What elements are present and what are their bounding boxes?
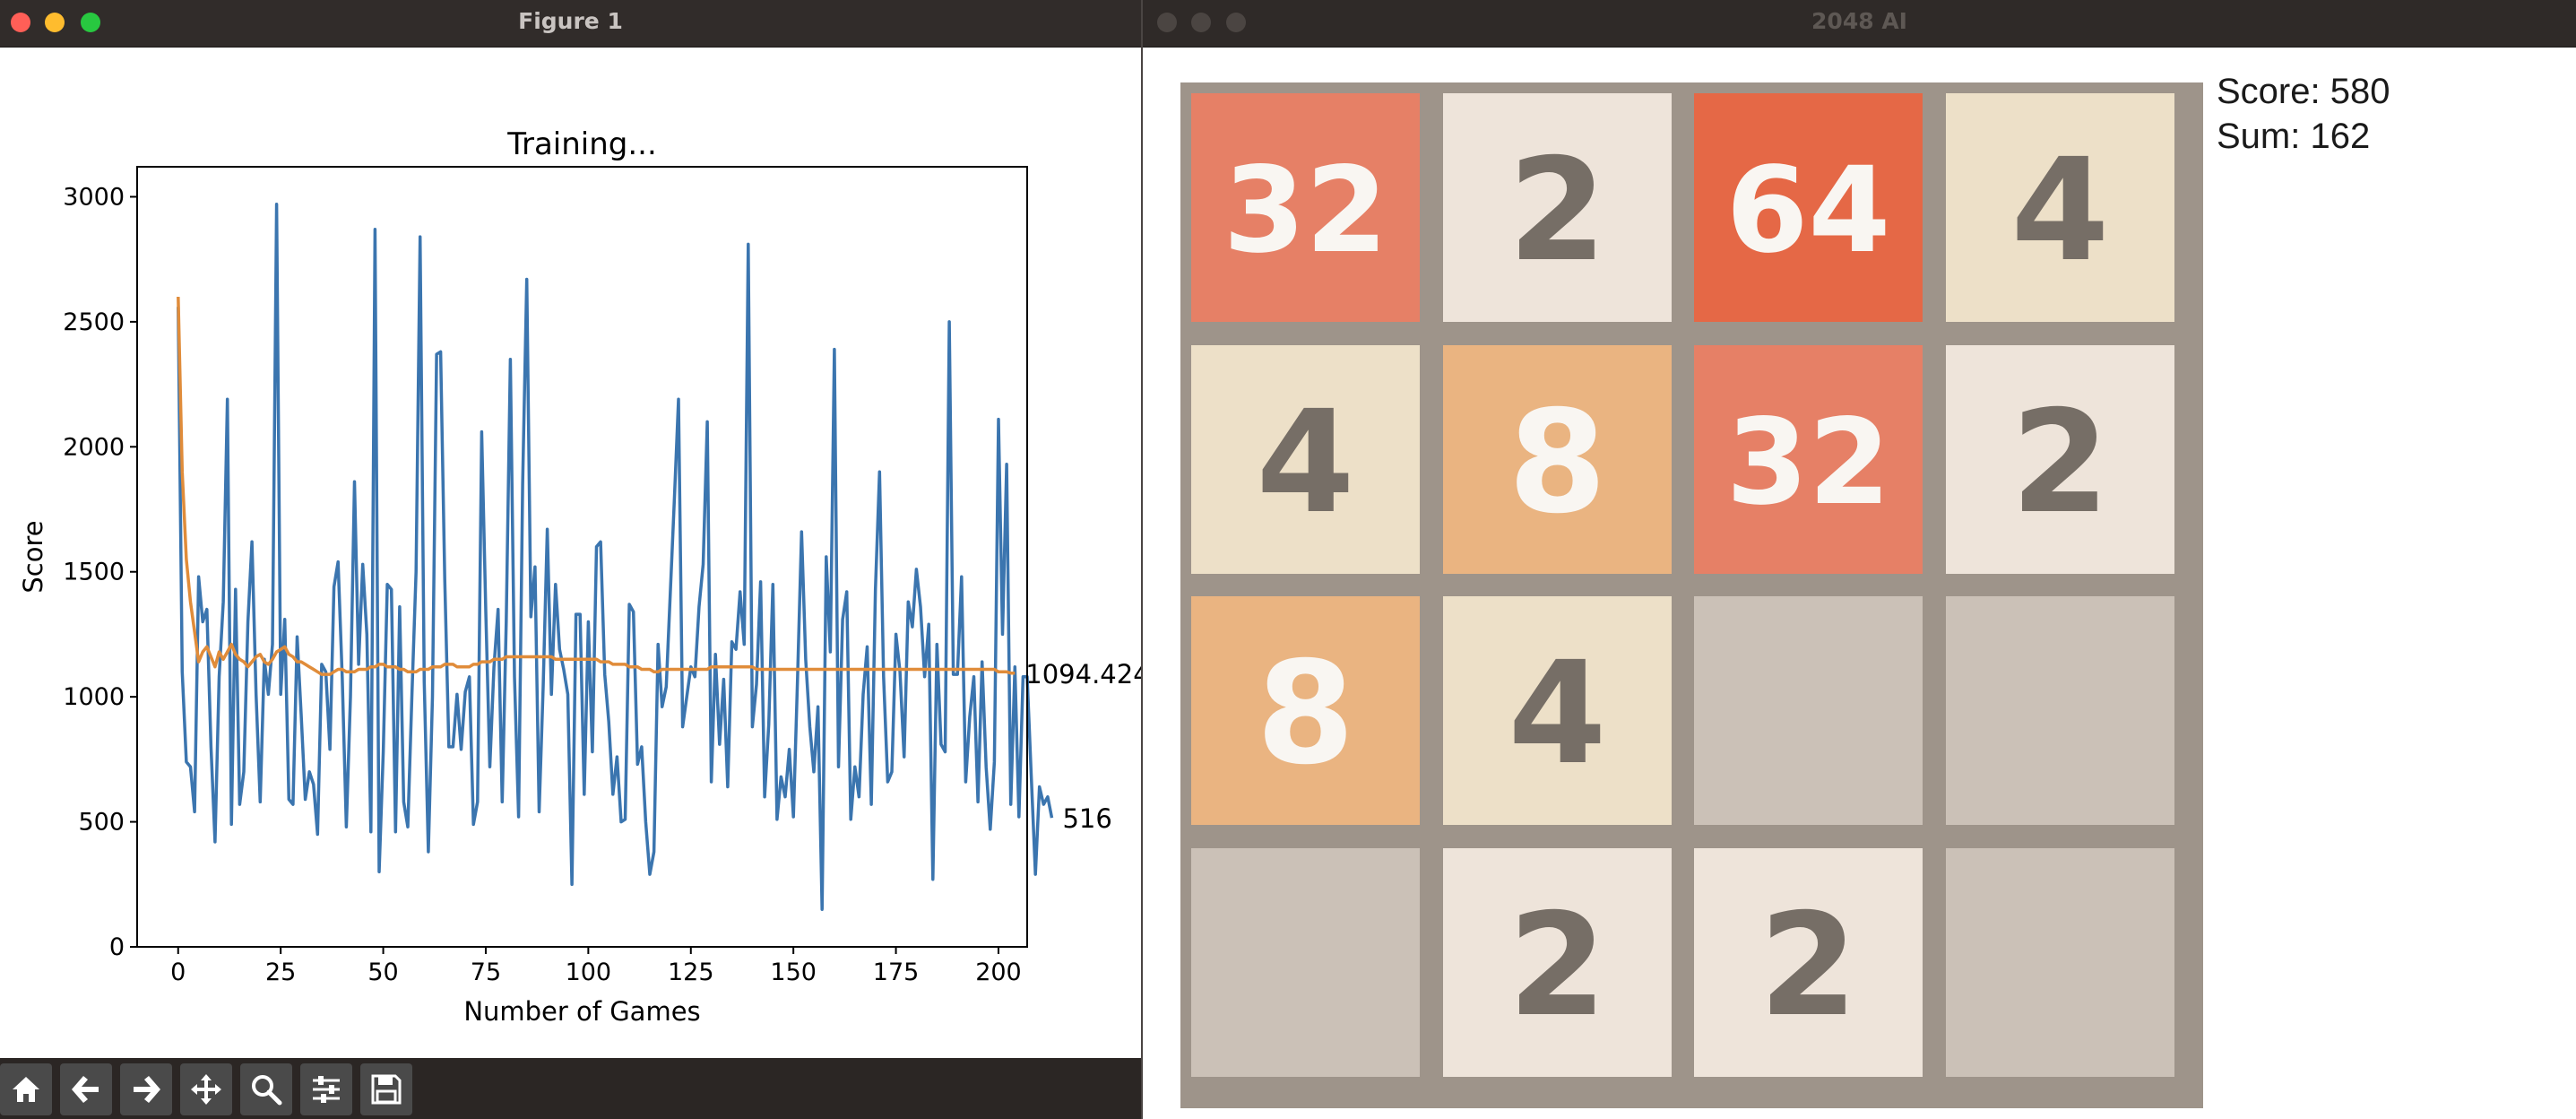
series-end-label-1: 516 <box>1062 803 1111 834</box>
configure-subplots-button[interactable] <box>300 1063 352 1115</box>
pan-button[interactable] <box>180 1063 232 1115</box>
minimize-window-button[interactable] <box>45 13 65 32</box>
x-tick-label: 150 <box>770 959 817 986</box>
close-window-button[interactable] <box>1157 13 1177 32</box>
x-tick-label: 0 <box>170 959 186 986</box>
y-tick-label: 2500 <box>63 308 125 336</box>
zoom-magnifier-icon <box>252 1075 282 1106</box>
zoom-button[interactable] <box>240 1063 292 1115</box>
pan-move-icon <box>191 1074 221 1105</box>
x-tick-label: 25 <box>265 959 296 986</box>
y-tick-label: 1000 <box>63 683 125 711</box>
tile-32: 32 <box>1191 93 1420 322</box>
y-tick-label: 3000 <box>63 183 125 211</box>
tile-4: 4 <box>1443 596 1672 825</box>
save-button[interactable] <box>360 1063 412 1115</box>
x-tick-label: 125 <box>668 959 714 986</box>
game-window: 2048 AI 32 2 64 4 4 8 32 2 8 4 2 2 Score: 580 Sum: … <box>1143 0 2576 1119</box>
tile-4: 4 <box>1946 93 2174 322</box>
minimize-window-button[interactable] <box>1191 13 1211 32</box>
game-window-title: 2048 AI <box>1811 8 1907 34</box>
back-button[interactable] <box>60 1063 112 1115</box>
figure-titlebar[interactable]: Figure 1 <box>0 0 1141 48</box>
score-label: Score: 580 <box>2217 72 2390 111</box>
game-titlebar[interactable]: 2048 AI <box>1143 0 2576 48</box>
tile-8: 8 <box>1191 596 1420 825</box>
close-window-button[interactable] <box>11 13 30 32</box>
home-icon <box>13 1077 39 1102</box>
y-tick-label: 2000 <box>63 433 125 461</box>
x-tick-label: 200 <box>975 959 1022 986</box>
configure-subplots-icon <box>313 1076 340 1103</box>
tile-8: 8 <box>1443 345 1672 574</box>
forward-arrow-icon <box>134 1076 160 1103</box>
tile-2: 2 <box>1443 93 1672 322</box>
training-chart: Training... 516 1094.4242424242424 0 25 50 75 1… <box>18 126 1141 1027</box>
x-tick-label: 100 <box>566 959 612 986</box>
empty-cell <box>1191 848 1420 1077</box>
x-axis-label: Number of Games <box>463 996 700 1027</box>
empty-cell <box>1694 596 1923 825</box>
zoom-window-button[interactable] <box>81 13 100 32</box>
figure-window: Figure 1 Training... 516 1094.424242424242… <box>0 0 1141 1119</box>
series-line-2 <box>177 296 1016 676</box>
y-tick-label: 0 <box>109 933 125 961</box>
y-tick-label: 1500 <box>63 559 125 586</box>
matplotlib-toolbar <box>0 1058 1141 1119</box>
tile-32: 32 <box>1694 345 1923 574</box>
tile-4: 4 <box>1191 345 1420 574</box>
y-axis-label: Score <box>18 520 48 593</box>
zoom-window-button[interactable] <box>1226 13 1246 32</box>
game-board: 32 2 64 4 4 8 32 2 8 4 2 2 <box>1180 82 2203 1108</box>
figure-window-title: Figure 1 <box>518 8 623 34</box>
sum-label: Sum: 162 <box>2217 117 2371 156</box>
chart-title: Training... <box>506 126 657 162</box>
forward-button[interactable] <box>120 1063 172 1115</box>
axes-frame <box>136 166 1028 948</box>
empty-cell <box>1946 596 2174 825</box>
tile-2: 2 <box>1443 848 1672 1077</box>
x-tick-label: 175 <box>873 959 920 986</box>
tile-2: 2 <box>1694 848 1923 1077</box>
window-separator <box>1141 0 1143 1119</box>
tile-64: 64 <box>1694 93 1923 322</box>
back-arrow-icon <box>72 1076 99 1103</box>
empty-cell <box>1946 848 2174 1077</box>
home-button[interactable] <box>0 1063 52 1115</box>
series-end-label-2: 1094.4242424242424 <box>1025 659 1141 690</box>
y-tick-label: 500 <box>78 809 125 837</box>
tile-2: 2 <box>1946 345 2174 574</box>
x-tick-label: 75 <box>471 959 501 986</box>
save-disk-icon <box>371 1074 402 1105</box>
x-tick-label: 50 <box>367 959 398 986</box>
series-line-1 <box>177 203 1054 911</box>
